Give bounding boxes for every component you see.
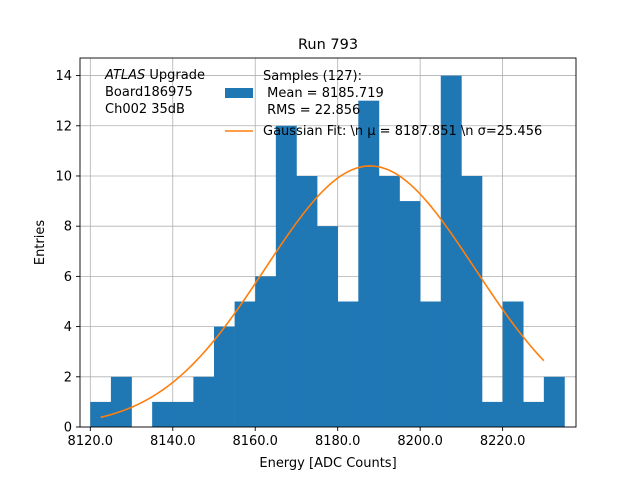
y-tick-label: 12: [55, 119, 72, 134]
histogram-bar: [399, 201, 421, 427]
legend-samples-rms: RMS = 22.856: [263, 103, 360, 118]
histogram-bars: [90, 75, 565, 428]
y-tick-label: 0: [64, 421, 72, 436]
histogram-bar: [234, 301, 256, 427]
x-tick-label: 8160.0: [232, 434, 278, 449]
y-tick-label: 4: [64, 320, 72, 335]
x-tick-label: 8200.0: [397, 434, 443, 449]
annotation-upgrade: Upgrade: [145, 68, 205, 83]
x-tick-label: 8180.0: [315, 434, 361, 449]
x-tick-label: 8140.0: [150, 434, 196, 449]
legend-samples-mean: Mean = 8185.719: [263, 86, 384, 101]
legend-samples-swatch: [225, 88, 253, 98]
legend: Samples (127): Mean = 8185.719 RMS = 22.…: [225, 69, 542, 139]
histogram-bar: [193, 376, 215, 427]
chart-title: Run 793: [298, 37, 358, 53]
annotation-channel: Ch002 35dB: [105, 102, 185, 117]
histogram-bar: [358, 100, 380, 428]
x-tick-label: 8220.0: [480, 434, 526, 449]
annotation-title: ATLAS Upgrade: [104, 68, 205, 83]
histogram-bar: [110, 376, 132, 427]
histogram-bar: [461, 175, 483, 427]
histogram-bar: [255, 276, 277, 427]
histogram-bar: [440, 75, 462, 428]
histogram-bar: [420, 301, 442, 427]
histogram-bar: [378, 175, 400, 427]
annotation-board: Board186975: [105, 85, 193, 100]
x-tick-label: 8120.0: [68, 434, 114, 449]
histogram-bar: [523, 401, 545, 427]
y-tick-label: 10: [55, 169, 72, 184]
plot-frame: [79, 57, 577, 428]
y-tick-label: 8: [64, 220, 72, 235]
histogram-bar: [152, 401, 174, 427]
y-tick-label: 14: [55, 69, 72, 84]
x-axis-label: Energy [ADC Counts]: [259, 456, 396, 471]
histogram-bar: [275, 125, 297, 427]
y-axis-label: Entries: [33, 220, 48, 266]
histogram-bar: [213, 326, 235, 427]
y-tick-label: 6: [64, 270, 72, 285]
annotation-atlas: ATLAS: [104, 68, 145, 83]
legend-fit-label: Gaussian Fit: \n μ = 8187.851 \n σ=25.45…: [263, 124, 542, 139]
y-tick-label: 2: [64, 370, 72, 385]
histogram-bar: [543, 376, 565, 427]
histogram-bar: [90, 401, 112, 427]
histogram-bar: [317, 226, 338, 427]
histogram-bar: [481, 401, 503, 427]
histogram-bar: [172, 401, 194, 427]
histogram-bar: [296, 175, 318, 427]
histogram-bar: [337, 301, 359, 427]
legend-samples-count: Samples (127):: [263, 69, 362, 84]
gaussian-fit-line: [100, 165, 545, 419]
atlas-annotation: ATLAS Upgrade Board186975 Ch002 35dB: [104, 68, 205, 117]
axis-ticks: 8120.0 8140.0 8160.0 8180.0 8200.0 8220.0 0 2 4 6…: [55, 69, 525, 449]
histogram-bar: [502, 301, 524, 427]
